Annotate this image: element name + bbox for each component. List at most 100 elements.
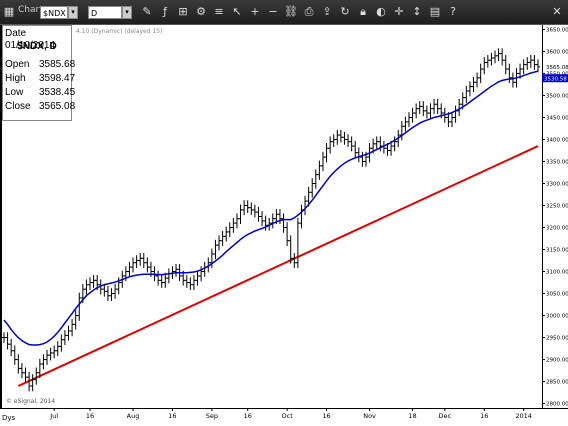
price-bar [141,253,146,269]
price-bar [238,204,243,224]
price-bar [109,288,114,302]
grid-icon[interactable]: ⊞ [178,5,188,18]
interval-dropdown-button[interactable]: ▾ [122,6,132,19]
price-bar [503,54,508,75]
price-tick-label: 3350.00 [546,159,568,165]
info-high-label: High [5,73,26,84]
draw-tool-icon[interactable]: ✎ [142,5,152,18]
price-bar [138,253,143,266]
price-bar [335,129,340,145]
price-tick-label: 3450.00 [546,115,568,121]
price-tick-label: 2850.00 [546,380,568,386]
time-tick-label: Sep [206,412,218,420]
price-bar [234,213,239,229]
zoom-in-icon[interactable]: + [250,5,260,18]
price-bar [299,204,304,229]
price-bar [356,147,361,163]
price-bar [417,101,422,114]
price-bar [30,374,35,392]
price-bar [374,136,379,150]
price-axis[interactable] [542,25,568,408]
price-bar [270,213,275,229]
price-bar [525,57,530,70]
price-bar [184,275,189,288]
price-bar [195,270,200,286]
price-bar [310,178,315,198]
time-tick-label: 16 [480,412,488,420]
trendline[interactable] [17,145,539,387]
price-bar [231,217,236,233]
export-icon[interactable]: ⇪ [322,5,332,18]
price-bar [475,72,480,88]
cursor-icon[interactable]: ↖ [232,5,242,18]
crosshair-icon[interactable]: ✛ [394,5,404,18]
price-bar [166,268,171,284]
price-bar [113,283,118,299]
last-ma-badge [542,74,568,83]
refresh-icon[interactable]: ↻ [340,5,350,18]
study-label: 4.10 (Dynamic) (delayed 15) [76,28,163,35]
print-icon[interactable]: ⎙ [304,5,314,18]
bars-icon[interactable]: ≡ [214,5,224,18]
close-icon[interactable]: ✕ [552,5,562,18]
price-bar [295,217,300,269]
price-bar [492,50,497,64]
price-bar [260,211,265,227]
price-bar [9,338,14,357]
price-bar [317,160,322,180]
interval-input[interactable]: D [88,6,122,19]
price-bar [191,275,196,291]
price-tick-label: 3600.00 [546,49,568,55]
price-bar [242,200,247,216]
time-tick-label: Dec [439,412,452,420]
info-date: Date 01/10/2014 [5,28,56,51]
price-bar [346,134,351,147]
zoom-out-icon[interactable]: − [268,5,278,18]
price-bar [88,277,93,291]
time-tick-label: 18 [408,412,416,420]
price-bar [59,334,64,352]
time-tick-label: Jul [49,412,58,420]
price-bar [331,134,336,147]
price-bar [532,54,537,70]
price-bar [521,59,526,75]
price-bar [482,57,487,75]
price-bar [48,347,53,361]
time-tick-label: 16 [244,412,252,420]
price-tick-label: 3000.00 [546,314,568,320]
price-bar [84,279,89,295]
price-bar [328,136,333,154]
info-low-value: 3538.45 [39,87,76,98]
help-icon[interactable]: ? [450,5,456,18]
symbol-input[interactable]: $NDX [40,6,68,19]
settings-icon[interactable]: ⚙ [196,5,206,18]
time-tick-label: 16 [168,412,176,420]
price-bar [406,112,411,128]
time-tick-label: Nov [363,412,376,420]
price-tick-label: 2900.00 [546,358,568,364]
chart-plot-area[interactable] [2,25,542,408]
price-bar [428,103,433,119]
studies-icon[interactable]: ƒ [163,5,167,18]
price-bar [16,354,21,374]
price-tick-label: 3300.00 [546,181,568,187]
layout-icon[interactable]: ▤ [429,5,441,18]
moving-average-line[interactable] [3,70,539,346]
price-tick-label: 3650.00 [546,27,568,33]
scale-icon[interactable]: ↕ [412,5,422,18]
price-bar [23,367,28,383]
price-bar [500,48,505,66]
info-high-value: 3598.47 [39,73,76,84]
time-axis[interactable] [0,408,568,426]
price-bar [174,264,179,277]
info-open-value: 3585.68 [39,59,76,70]
price-bar [73,310,78,330]
info-close-label: Close [5,101,31,112]
time-axis-corner-label: Dys [2,414,16,422]
info-close-row: Close 3565.08 [5,101,75,113]
lock-icon[interactable]: 🔒︎ [360,5,366,18]
symbol-dropdown-button[interactable]: ▾ [68,6,78,19]
price-bar [292,253,297,269]
link-icon[interactable]: ⛓ [284,5,298,18]
color-icon[interactable]: ◐ [376,5,386,18]
